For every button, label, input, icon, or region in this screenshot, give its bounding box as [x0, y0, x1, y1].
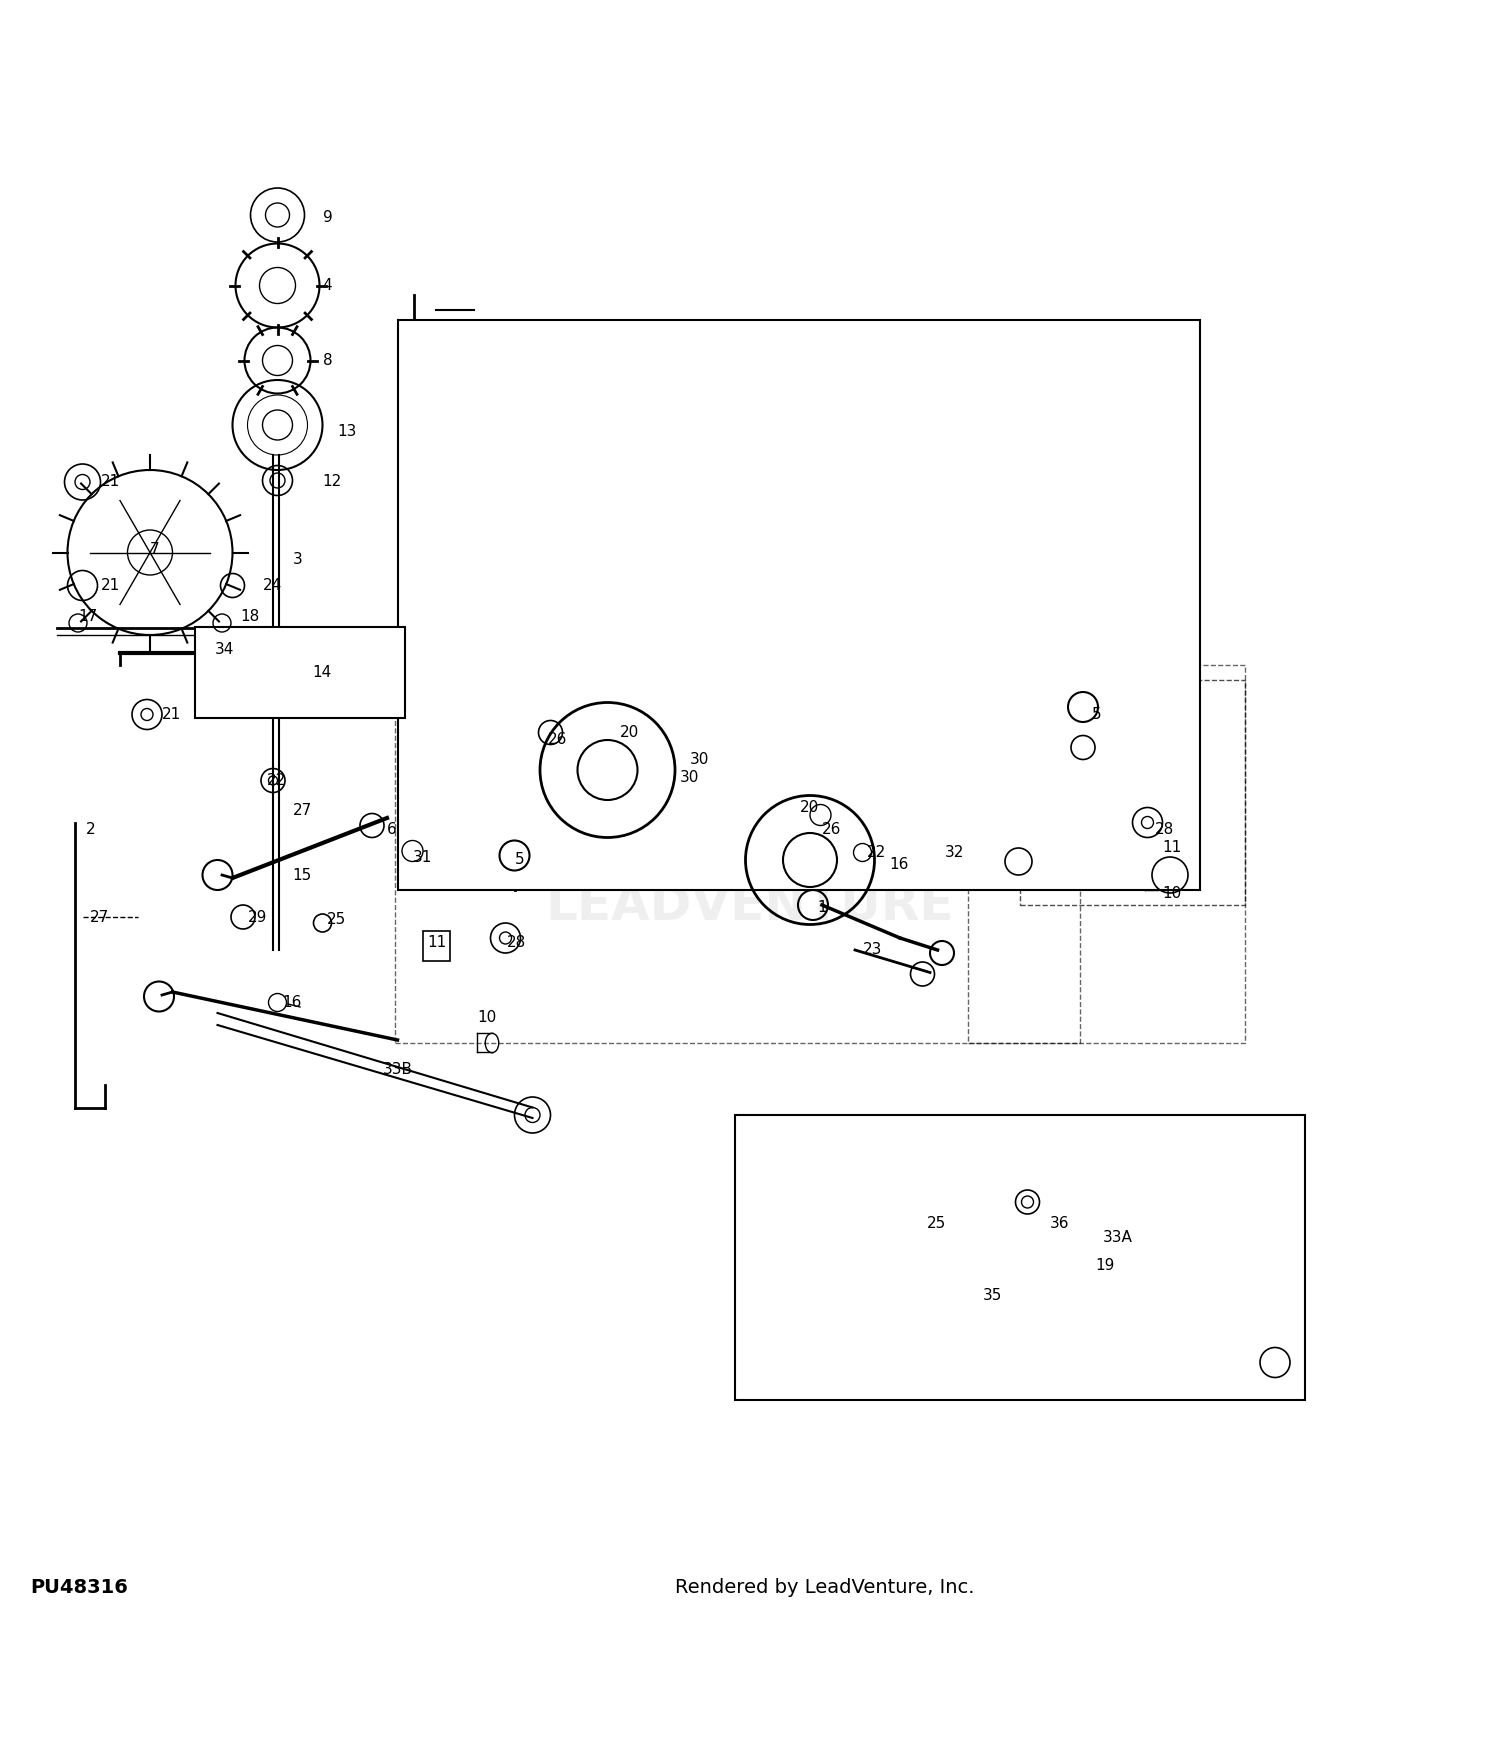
- Text: 13: 13: [338, 424, 357, 439]
- Text: 30: 30: [690, 752, 709, 766]
- Text: 3: 3: [292, 553, 302, 567]
- Text: 33B: 33B: [382, 1062, 412, 1078]
- Text: 21: 21: [162, 707, 182, 723]
- Ellipse shape: [1150, 870, 1166, 891]
- Text: 15: 15: [292, 868, 312, 882]
- Text: 22: 22: [267, 774, 286, 788]
- Text: 27: 27: [292, 803, 312, 817]
- Text: PU48316: PU48316: [30, 1578, 128, 1598]
- Text: 16: 16: [890, 858, 909, 872]
- Text: 33A: 33A: [1102, 1230, 1132, 1246]
- Text: 32: 32: [945, 845, 964, 859]
- Text: 24: 24: [262, 578, 282, 593]
- Bar: [195, 628, 405, 718]
- Text: 29: 29: [248, 910, 267, 924]
- Text: 10: 10: [477, 1010, 496, 1026]
- Text: 28: 28: [507, 934, 526, 950]
- Text: 35: 35: [982, 1288, 1002, 1302]
- Text: 6: 6: [387, 822, 396, 838]
- Ellipse shape: [486, 1032, 498, 1054]
- Text: 7: 7: [150, 542, 159, 556]
- Text: 8: 8: [322, 354, 332, 367]
- Text: 12: 12: [322, 474, 342, 490]
- Text: 30: 30: [680, 770, 699, 786]
- Text: 20: 20: [620, 724, 639, 740]
- Text: LEADVENTURE: LEADVENTURE: [546, 880, 954, 929]
- Text: 14: 14: [312, 665, 332, 681]
- Text: 23: 23: [862, 943, 882, 957]
- Text: 11: 11: [427, 934, 447, 950]
- Bar: [423, 931, 450, 961]
- Text: 25: 25: [927, 1216, 946, 1230]
- Text: 36: 36: [1050, 1216, 1070, 1230]
- Text: Rendered by LeadVenture, Inc.: Rendered by LeadVenture, Inc.: [675, 1578, 975, 1598]
- Text: 18: 18: [240, 609, 260, 625]
- Text: 17: 17: [78, 609, 98, 625]
- Bar: [735, 1115, 1305, 1400]
- Text: 25: 25: [327, 912, 346, 928]
- Text: 34: 34: [214, 642, 234, 658]
- Text: 28: 28: [1155, 822, 1174, 838]
- Text: 26: 26: [822, 822, 842, 838]
- Text: 5: 5: [514, 852, 523, 868]
- Text: 1: 1: [818, 901, 827, 915]
- Text: 19: 19: [1095, 1258, 1114, 1272]
- Text: 26: 26: [548, 733, 567, 747]
- Text: 22: 22: [867, 845, 886, 859]
- Text: 16: 16: [282, 996, 302, 1010]
- Text: 21: 21: [100, 474, 120, 490]
- Bar: [1134, 835, 1164, 868]
- Text: 31: 31: [413, 849, 432, 864]
- Text: 27: 27: [90, 910, 110, 924]
- Text: 11: 11: [1162, 840, 1182, 856]
- Text: 5: 5: [1092, 707, 1101, 723]
- Text: 4: 4: [322, 278, 332, 292]
- Text: 21: 21: [100, 578, 120, 593]
- Text: 9: 9: [322, 210, 333, 226]
- Text: 10: 10: [1162, 886, 1182, 901]
- Text: 2: 2: [86, 822, 94, 838]
- Text: 20: 20: [800, 800, 819, 816]
- Bar: [398, 320, 1200, 891]
